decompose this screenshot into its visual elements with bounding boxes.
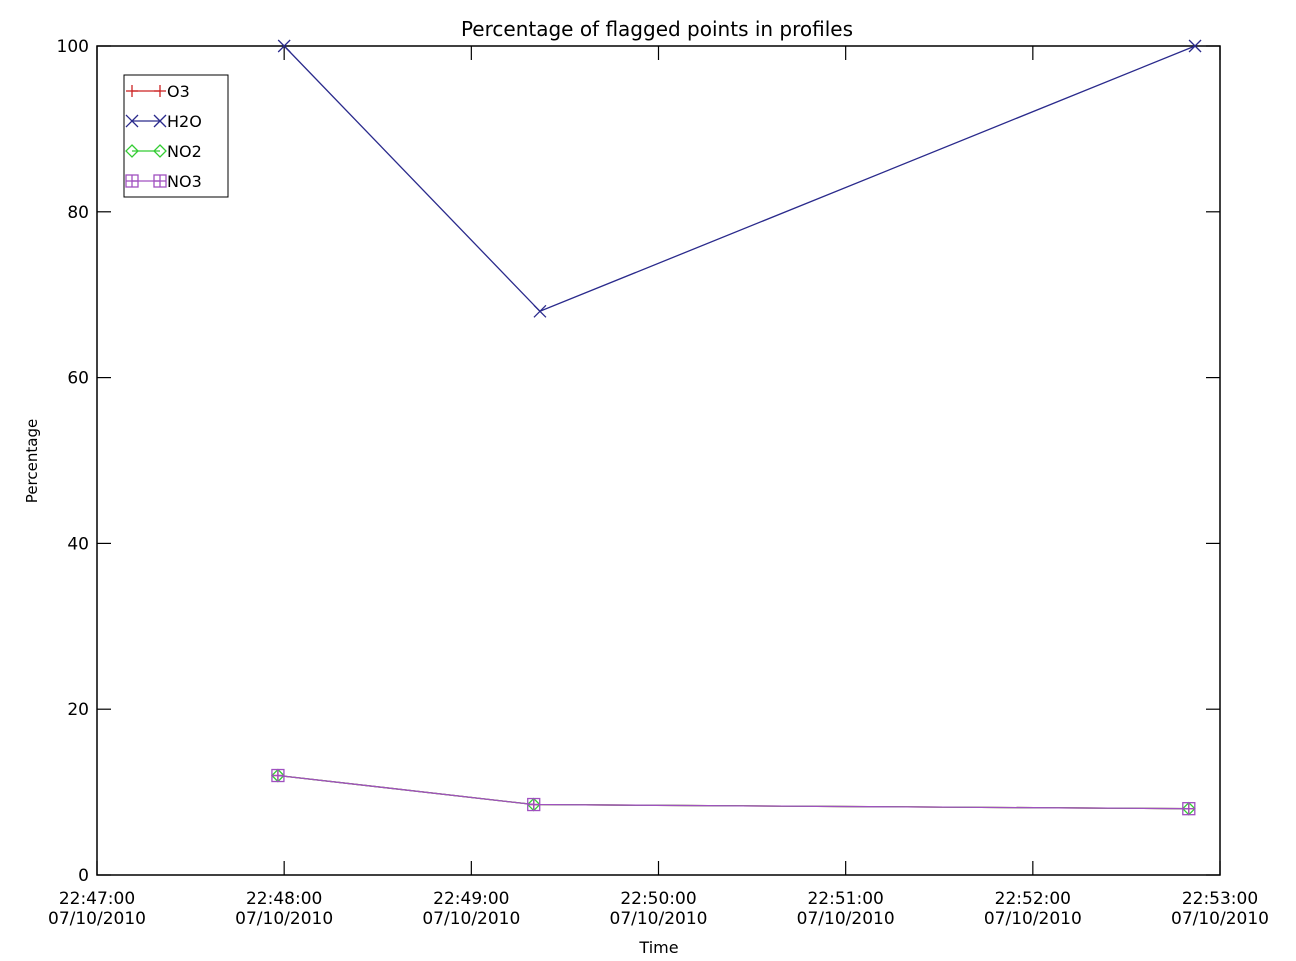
legend-box (123, 74, 229, 198)
legend-label-no2: NO2 (167, 142, 202, 161)
series-line-no2 (277, 774, 1189, 810)
data-point-h2o (533, 304, 547, 318)
x-tick-label-time: 22:49:00 (433, 889, 509, 909)
legend-marker-no3 (153, 174, 167, 188)
y-tick-label: 40 (67, 534, 89, 554)
data-point-no3 (527, 797, 541, 812)
data-point-h2o (1188, 39, 1202, 53)
legend-marker-o3 (126, 85, 138, 97)
x-tick-label-date: 07/10/2010 (235, 909, 333, 929)
x-tick-label-date: 07/10/2010 (797, 909, 895, 929)
x-tick-label-date: 07/10/2010 (984, 909, 1082, 929)
y-tick-label: 100 (57, 37, 89, 57)
legend-marker-o3 (154, 85, 166, 97)
legend-label-no3: NO3 (167, 172, 202, 191)
x-tick-label-time: 22:50:00 (620, 889, 696, 909)
legend-label-o3: O3 (167, 82, 190, 101)
x-axis-label: Time (638, 938, 678, 957)
y-tick-label: 60 (67, 369, 89, 389)
x-tick-label-date: 07/10/2010 (422, 909, 520, 929)
x-tick-label-date: 07/10/2010 (48, 909, 146, 929)
x-tick-label-time: 22:51:00 (807, 889, 883, 909)
series-line-o3 (277, 774, 1189, 810)
plot-frame (96, 45, 1221, 876)
x-tick-label-time: 22:52:00 (995, 889, 1071, 909)
series-line-h2o (283, 45, 1196, 313)
legend-item-h2o: H2O (125, 112, 202, 131)
legend-marker-h2o (125, 114, 139, 128)
series-h2o (277, 39, 1202, 318)
y-tick-label: 0 (78, 866, 89, 886)
y-tick-label: 80 (67, 203, 89, 223)
legend-marker-no2 (125, 144, 139, 158)
x-tick-label-date: 07/10/2010 (610, 909, 708, 929)
y-tick-label: 20 (67, 700, 89, 720)
plot-area (271, 39, 1202, 816)
x-axis: 22:47:0007/10/201022:48:0007/10/201022:4… (48, 46, 1269, 929)
legend-marker-no3 (125, 174, 139, 188)
legend-item-no2: NO2 (125, 142, 202, 161)
x-tick-label-time: 22:53:00 (1182, 889, 1258, 909)
legend-label-h2o: H2O (167, 112, 202, 131)
legend-item-o3: O3 (126, 82, 190, 101)
series-line-no3 (277, 774, 1189, 810)
data-point-no3 (271, 768, 285, 783)
chart-title: Percentage of flagged points in profiles (461, 17, 853, 41)
y-axis: 0 20 40 60 80 100 (57, 37, 1220, 886)
x-tick-label-time: 22:48:00 (246, 889, 322, 909)
x-tick-label-time: 22:47:00 (59, 889, 135, 909)
legend-marker-no2 (153, 144, 167, 158)
data-point-no3 (1182, 802, 1196, 816)
legend-marker-h2o (153, 114, 167, 128)
series-no3 (271, 768, 1196, 816)
legend-item-no3: NO3 (125, 172, 202, 191)
y-axis-label: Percentage (23, 419, 41, 503)
data-point-h2o (277, 39, 291, 53)
legend: O3 H2O NO2 NO3 (123, 74, 229, 198)
x-tick-label-date: 07/10/2010 (1171, 909, 1269, 929)
